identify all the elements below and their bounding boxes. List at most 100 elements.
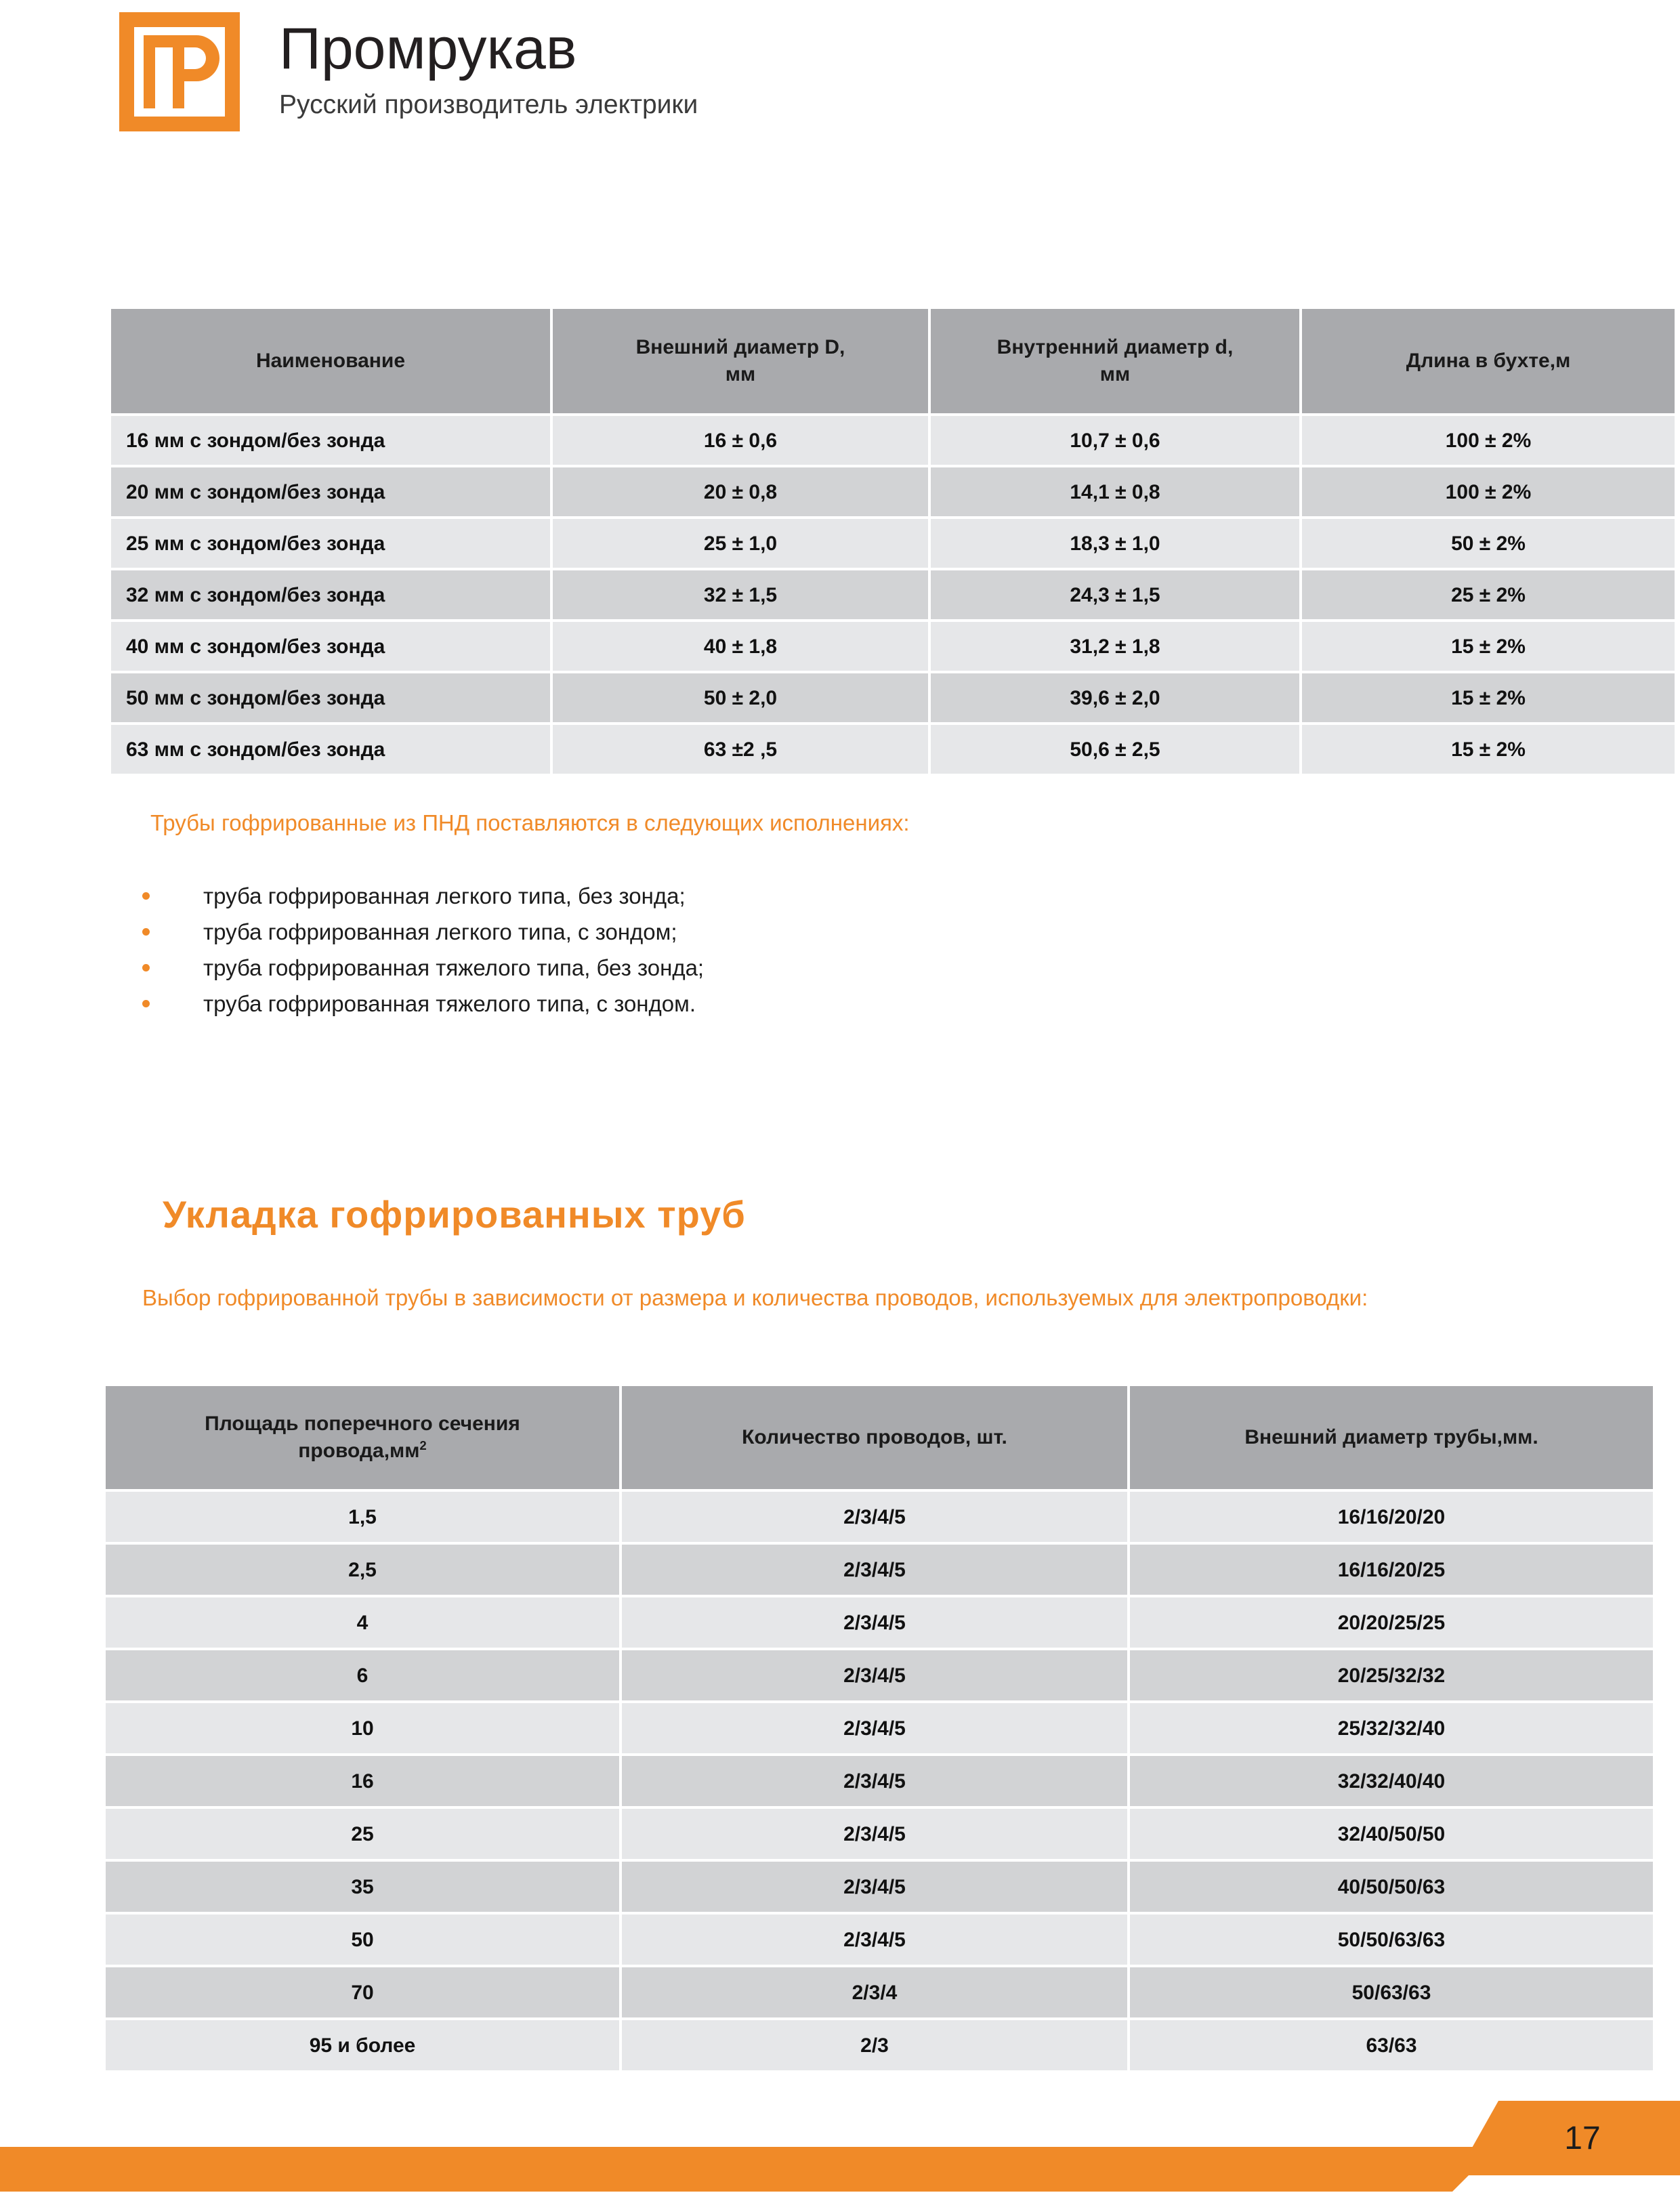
column-header-pipe-outer-diameter: Внешний диаметр трубы,мм. — [1130, 1386, 1653, 1489]
footer-accent-bar-right — [1456, 2101, 1680, 2175]
column-header-name: Наименование — [111, 309, 550, 413]
cell-name: 50 мм с зондом/без зонда — [111, 673, 550, 722]
cell-outer-diameter: 40 ± 1,8 — [553, 622, 928, 671]
list-item-label: труба гофрированная легкого типа, без зо… — [203, 883, 686, 908]
cell-wire-count: 2/3 — [622, 2020, 1127, 2070]
cell-coil-length: 50 ± 2% — [1302, 519, 1675, 568]
column-header-inner-diameter-line1: Внутренний диаметр d, — [996, 335, 1234, 358]
table-row: 2,5 2/3/4/5 16/16/20/25 — [106, 1545, 1653, 1595]
wire-selection-table: Площадь поперечного сечения провода,мм2 … — [103, 1383, 1656, 2073]
bullet-dot-icon — [142, 928, 150, 936]
column-header-outer-diameter: Внешний диаметр D, мм — [553, 309, 928, 413]
cell-inner-diameter: 39,6 ± 2,0 — [931, 673, 1299, 722]
cell-coil-length: 15 ± 2% — [1302, 725, 1675, 774]
page-footer: 17 — [0, 2101, 1680, 2197]
table-row: 35 2/3/4/5 40/50/50/63 — [106, 1862, 1653, 1912]
column-header-wire-cross-section-line2: провода,мм — [298, 1440, 420, 1462]
cell-coil-length: 15 ± 2% — [1302, 622, 1675, 671]
table-row: 10 2/3/4/5 25/32/32/40 — [106, 1703, 1653, 1753]
cell-wire-cross-section: 6 — [106, 1650, 619, 1700]
table-header-row: Площадь поперечного сечения провода,мм2 … — [106, 1386, 1653, 1489]
cell-name: 63 мм с зондом/без зонда — [111, 725, 550, 774]
list-item-label: труба гофрированная легкого типа, с зонд… — [203, 919, 677, 944]
table-row: 16 мм с зондом/без зонда 16 ± 0,6 10,7 ±… — [111, 416, 1675, 465]
table-row: 25 мм с зондом/без зонда 25 ± 1,0 18,3 ±… — [111, 519, 1675, 568]
column-header-wire-count: Количество проводов, шт. — [622, 1386, 1127, 1489]
cell-wire-cross-section: 10 — [106, 1703, 619, 1753]
cell-pipe-diameter: 63/63 — [1130, 2020, 1653, 2070]
list-item: труба гофрированная тяжелого типа, с зон… — [135, 986, 704, 1022]
cell-wire-cross-section: 95 и более — [106, 2020, 619, 2070]
cell-inner-diameter: 10,7 ± 0,6 — [931, 416, 1299, 465]
list-item-label: труба гофрированная тяжелого типа, без з… — [203, 955, 705, 980]
cell-wire-count: 2/3/4/5 — [622, 1545, 1127, 1595]
cell-wire-cross-section: 25 — [106, 1809, 619, 1859]
pipe-variants-list: труба гофрированная легкого типа, без зо… — [135, 878, 704, 1022]
table-row: 32 мм с зондом/без зонда 32 ± 1,5 24,3 ±… — [111, 570, 1675, 619]
lead-paragraph: Трубы гофрированные из ПНД поставляются … — [150, 810, 910, 835]
cell-inner-diameter: 18,3 ± 1,0 — [931, 519, 1299, 568]
cell-wire-cross-section: 70 — [106, 1967, 619, 2017]
cell-coil-length: 100 ± 2% — [1302, 467, 1675, 516]
cell-outer-diameter: 20 ± 0,8 — [553, 467, 928, 516]
cell-outer-diameter: 63 ±2 ,5 — [553, 725, 928, 774]
column-header-outer-diameter-line2: мм — [725, 363, 756, 385]
brand-tagline: Русский производитель электрики — [279, 90, 698, 120]
column-header-coil-length: Длина в бухте,м — [1302, 309, 1675, 413]
list-item: труба гофрированная тяжелого типа, без з… — [135, 950, 704, 986]
brand-name: Промрукав — [279, 16, 577, 81]
cell-outer-diameter: 25 ± 1,0 — [553, 519, 928, 568]
wire-table-body: 1,5 2/3/4/5 16/16/20/20 2,5 2/3/4/5 16/1… — [106, 1492, 1653, 2070]
cell-wire-count: 2/3/4/5 — [622, 1862, 1127, 1912]
cell-pipe-diameter: 32/32/40/40 — [1130, 1756, 1653, 1806]
footer-accent-bar-left — [0, 2147, 1497, 2192]
table-row: 6 2/3/4/5 20/25/32/32 — [106, 1650, 1653, 1700]
column-header-inner-diameter: Внутренний диаметр d, мм — [931, 309, 1299, 413]
cell-wire-cross-section: 35 — [106, 1862, 619, 1912]
table-row: 95 и более 2/3 63/63 — [106, 2020, 1653, 2070]
cell-wire-cross-section: 1,5 — [106, 1492, 619, 1542]
bullet-dot-icon — [142, 964, 150, 971]
cell-pipe-diameter: 20/25/32/32 — [1130, 1650, 1653, 1700]
cell-wire-count: 2/3/4/5 — [622, 1809, 1127, 1859]
logo-monogram-gr-icon — [134, 27, 225, 117]
pipe-table-head: Наименование Внешний диаметр D, мм Внутр… — [111, 309, 1675, 413]
bullet-dot-icon — [142, 1000, 150, 1007]
cell-outer-diameter: 50 ± 2,0 — [553, 673, 928, 722]
table-row: 40 мм с зондом/без зонда 40 ± 1,8 31,2 ±… — [111, 622, 1675, 671]
cell-wire-cross-section: 4 — [106, 1597, 619, 1648]
cell-pipe-diameter: 50/63/63 — [1130, 1967, 1653, 2017]
cell-name: 40 мм с зондом/без зонда — [111, 622, 550, 671]
cell-pipe-diameter: 50/50/63/63 — [1130, 1914, 1653, 1965]
cell-name: 20 мм с зондом/без зонда — [111, 467, 550, 516]
table-header-row: Наименование Внешний диаметр D, мм Внутр… — [111, 309, 1675, 413]
cell-coil-length: 100 ± 2% — [1302, 416, 1675, 465]
table-row: 25 2/3/4/5 32/40/50/50 — [106, 1809, 1653, 1859]
wire-table-head: Площадь поперечного сечения провода,мм2 … — [106, 1386, 1653, 1489]
cell-inner-diameter: 24,3 ± 1,5 — [931, 570, 1299, 619]
cell-pipe-diameter: 32/40/50/50 — [1130, 1809, 1653, 1859]
pipe-table-body: 16 мм с зондом/без зонда 16 ± 0,6 10,7 ±… — [111, 416, 1675, 774]
cell-pipe-diameter: 16/16/20/20 — [1130, 1492, 1653, 1542]
cell-pipe-diameter: 16/16/20/25 — [1130, 1545, 1653, 1595]
cell-coil-length: 15 ± 2% — [1302, 673, 1675, 722]
table-row: 16 2/3/4/5 32/32/40/40 — [106, 1756, 1653, 1806]
column-header-wire-cross-section: Площадь поперечного сечения провода,мм2 — [106, 1386, 619, 1489]
cell-wire-count: 2/3/4/5 — [622, 1914, 1127, 1965]
list-item: труба гофрированная легкого типа, с зонд… — [135, 914, 704, 950]
pipe-specifications-table: Наименование Внешний диаметр D, мм Внутр… — [108, 306, 1677, 776]
section-intro-paragraph: Выбор гофрированной трубы в зависимости … — [142, 1285, 1368, 1310]
cell-wire-count: 2/3/4/5 — [622, 1650, 1127, 1700]
cell-wire-cross-section: 2,5 — [106, 1545, 619, 1595]
cell-outer-diameter: 32 ± 1,5 — [553, 570, 928, 619]
cell-wire-count: 2/3/4/5 — [622, 1756, 1127, 1806]
cell-wire-cross-section: 16 — [106, 1756, 619, 1806]
table-row: 1,5 2/3/4/5 16/16/20/20 — [106, 1492, 1653, 1542]
brand-block: Промрукав Русский производитель электрик… — [279, 20, 698, 120]
company-logo-icon — [119, 12, 240, 131]
cell-outer-diameter: 16 ± 0,6 — [553, 416, 928, 465]
cell-pipe-diameter: 40/50/50/63 — [1130, 1862, 1653, 1912]
cell-pipe-diameter: 20/20/25/25 — [1130, 1597, 1653, 1648]
cell-inner-diameter: 50,6 ± 2,5 — [931, 725, 1299, 774]
table-row: 70 2/3/4 50/63/63 — [106, 1967, 1653, 2017]
